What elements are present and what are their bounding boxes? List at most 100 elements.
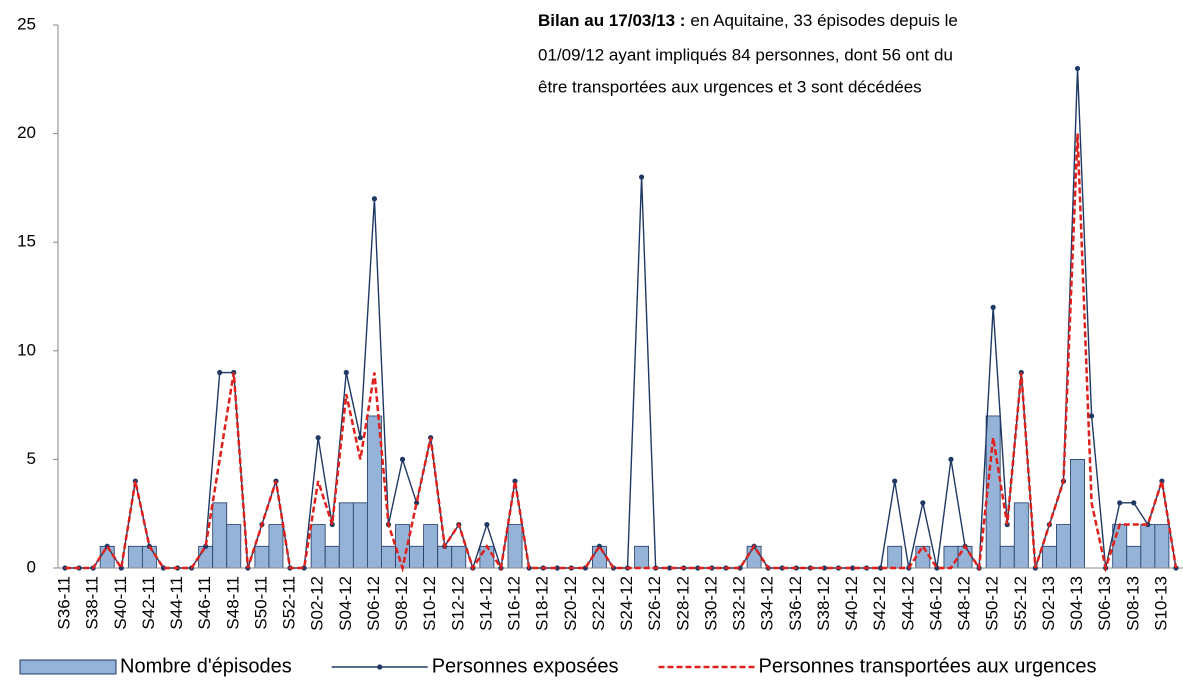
x-tick-label: S36-11 xyxy=(55,576,74,630)
point xyxy=(1088,413,1095,419)
x-tick-label: S48-12 xyxy=(955,576,974,631)
x-tick-label: S46-11 xyxy=(195,576,214,630)
point xyxy=(301,565,307,571)
y-tick-label: 0 xyxy=(27,557,36,576)
bar xyxy=(507,524,523,569)
x-tick-label: S26-12 xyxy=(645,576,664,631)
bar xyxy=(999,545,1015,569)
x-tick-label: S06-13 xyxy=(1095,576,1114,631)
x-tick-label: S14-12 xyxy=(476,576,495,631)
point xyxy=(892,478,898,484)
bar xyxy=(352,502,368,569)
bar xyxy=(957,545,973,569)
point xyxy=(878,565,884,571)
point xyxy=(990,304,996,310)
y-tick-label: 5 xyxy=(27,449,36,468)
bar xyxy=(1041,545,1057,569)
annotation-line: 01/09/12 ayant impliqués 84 personnes, d… xyxy=(538,45,953,64)
bar xyxy=(1056,524,1071,569)
point xyxy=(920,500,926,506)
point xyxy=(371,196,378,202)
x-tick-label: S52-12 xyxy=(1011,576,1030,631)
x-tick-label: S10-12 xyxy=(420,576,439,631)
legend-swatch xyxy=(377,664,383,670)
bar xyxy=(437,545,453,569)
point xyxy=(667,565,673,571)
x-tick-label: S24-12 xyxy=(617,576,636,631)
bar xyxy=(591,545,607,569)
y-tick-label: 25 xyxy=(17,14,36,33)
point xyxy=(821,565,828,571)
x-tick-label: S16-12 xyxy=(505,576,524,631)
line-series xyxy=(65,133,1178,573)
x-tick-label: S08-13 xyxy=(1123,576,1142,631)
point xyxy=(737,565,743,571)
bar xyxy=(1140,524,1156,569)
bar xyxy=(634,545,650,569)
point xyxy=(638,174,645,180)
bar xyxy=(1013,502,1029,569)
x-tick-label: S10-13 xyxy=(1151,576,1170,631)
bar xyxy=(746,545,762,569)
x-tick-label: S04-13 xyxy=(1067,576,1086,631)
point xyxy=(160,565,167,571)
x-tick-label: S32-12 xyxy=(730,576,749,631)
point xyxy=(849,565,856,571)
bar xyxy=(1070,458,1085,569)
x-tick-label: S22-12 xyxy=(589,576,608,631)
x-tick-label: S04-12 xyxy=(336,576,355,631)
x-tick-label: S44-12 xyxy=(898,576,917,631)
point xyxy=(1131,500,1137,506)
point xyxy=(948,456,954,462)
bar xyxy=(451,545,467,569)
point xyxy=(554,565,560,571)
y-tick-label: 10 xyxy=(17,340,36,359)
annotation-line: être transportées aux urgences et 3 sont… xyxy=(538,77,922,96)
x-tick-label: S18-12 xyxy=(533,576,552,631)
annotation: Bilan au 17/03/13 : en Aquitaine, 33 épis… xyxy=(538,11,958,30)
bar xyxy=(366,415,382,569)
x-tick-label: S38-12 xyxy=(814,576,833,631)
legend-label: Personnes transportées aux urgences xyxy=(759,655,1097,677)
x-tick-label: S38-11 xyxy=(83,576,102,630)
bar xyxy=(141,545,157,569)
x-tick-label: S42-11 xyxy=(139,576,158,630)
legend-label: Nombre d'épisodes xyxy=(120,655,292,677)
point xyxy=(1074,65,1081,72)
bar xyxy=(254,545,270,569)
x-tick-label: S12-12 xyxy=(448,576,467,631)
x-tick-label: S42-12 xyxy=(870,576,889,631)
x-tick-label: S06-12 xyxy=(364,576,383,631)
bar xyxy=(409,545,425,569)
x-tick-label: S52-11 xyxy=(280,576,299,630)
y-tick-label: 15 xyxy=(17,232,36,251)
annotation-line: en Aquitaine, 33 épisodes depuis le xyxy=(690,11,957,30)
bar xyxy=(395,524,410,569)
bar xyxy=(943,545,959,569)
bar xyxy=(887,545,903,569)
bar xyxy=(212,502,228,569)
bar xyxy=(479,545,495,569)
bar xyxy=(915,545,931,569)
bar xyxy=(268,524,284,569)
bar xyxy=(1154,524,1170,569)
x-tick-label: S08-12 xyxy=(392,576,411,631)
legend-swatch xyxy=(19,659,117,675)
point xyxy=(315,435,321,441)
point xyxy=(1117,500,1123,506)
x-tick-label: S40-12 xyxy=(842,576,861,631)
point xyxy=(1145,521,1151,528)
x-tick-label: S20-12 xyxy=(561,576,580,631)
x-tick-label: S28-12 xyxy=(673,576,692,631)
annotation-bold: Bilan au 17/03/13 : xyxy=(538,11,685,30)
bar xyxy=(310,524,326,569)
x-tick-label: S30-12 xyxy=(701,576,720,631)
point xyxy=(357,435,363,441)
x-tick-label: S50-11 xyxy=(251,576,270,630)
bar xyxy=(423,524,439,569)
bar xyxy=(127,545,143,569)
x-tick-label: S02-12 xyxy=(308,576,327,631)
bar xyxy=(99,545,115,569)
point xyxy=(399,456,406,462)
